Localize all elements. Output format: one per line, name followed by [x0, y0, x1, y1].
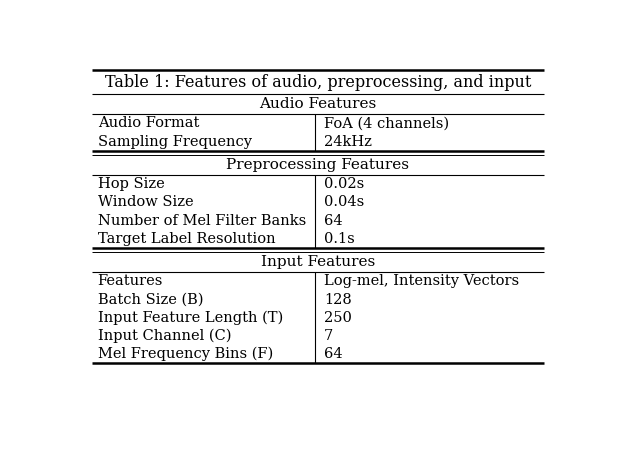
Text: 7: 7	[324, 329, 333, 343]
Text: Preprocessing Features: Preprocessing Features	[226, 158, 409, 172]
Text: 64: 64	[324, 213, 343, 227]
Text: Log-mel, Intensity Vectors: Log-mel, Intensity Vectors	[324, 274, 519, 288]
Text: Input Channel (C): Input Channel (C)	[98, 329, 231, 343]
Text: FoA (4 channels): FoA (4 channels)	[324, 116, 449, 130]
Text: 64: 64	[324, 347, 343, 361]
Text: Window Size: Window Size	[98, 195, 193, 209]
Text: 250: 250	[324, 311, 352, 325]
Text: 24kHz: 24kHz	[324, 134, 372, 148]
Text: 128: 128	[324, 292, 352, 306]
Text: 0.04s: 0.04s	[324, 195, 364, 209]
Text: 0.1s: 0.1s	[324, 232, 355, 246]
Text: Sampling Frequency: Sampling Frequency	[98, 134, 252, 148]
Text: Hop Size: Hop Size	[98, 177, 164, 191]
Text: 0.02s: 0.02s	[324, 177, 364, 191]
Text: Input Feature Length (T): Input Feature Length (T)	[98, 311, 283, 325]
Text: Audio Format: Audio Format	[98, 116, 199, 130]
Text: Audio Features: Audio Features	[259, 97, 376, 111]
Text: Number of Mel Filter Banks: Number of Mel Filter Banks	[98, 213, 306, 227]
Text: Batch Size (B): Batch Size (B)	[98, 292, 203, 306]
Text: Table 1: Features of audio, preprocessing, and input: Table 1: Features of audio, preprocessin…	[105, 74, 531, 91]
Text: Input Features: Input Features	[260, 255, 375, 269]
Text: Features: Features	[98, 274, 163, 288]
Text: Mel Frequency Bins (F): Mel Frequency Bins (F)	[98, 347, 273, 361]
Text: Target Label Resolution: Target Label Resolution	[98, 232, 275, 246]
